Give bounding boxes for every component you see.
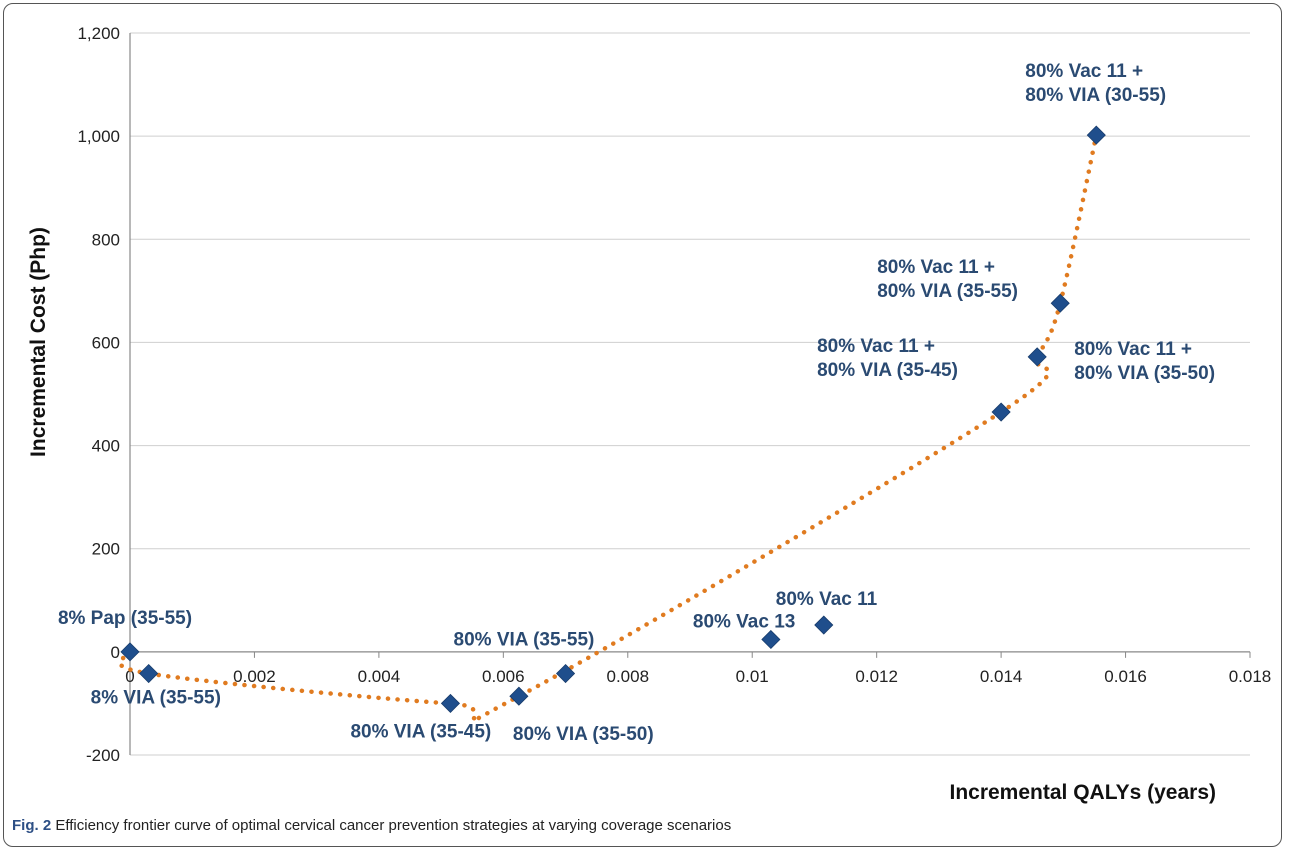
y-tick-label: 200: [92, 540, 120, 559]
data-point-marker: [509, 686, 529, 706]
y-tick-label: 600: [92, 333, 120, 352]
x-tick-label: 0.016: [1104, 667, 1147, 686]
axes: [129, 33, 1251, 755]
x-tick-label: 0.008: [607, 667, 650, 686]
data-markers: [120, 125, 1106, 713]
data-point-marker: [1027, 347, 1047, 367]
x-tick-label: 0.012: [855, 667, 898, 686]
efficiency-frontier-curve: [117, 132, 1099, 724]
data-point-marker: [991, 402, 1011, 422]
point-label: 80% Vac 11 +80% VIA (35-55): [877, 257, 1018, 302]
y-tick-label: -200: [86, 746, 120, 765]
point-label: 80% VIA (35-45): [350, 721, 491, 742]
y-tick-label: 1,000: [77, 127, 120, 146]
data-point-marker: [814, 615, 834, 635]
point-label: 80% Vac 11 +80% VIA (35-45): [817, 336, 958, 381]
x-axis-title: Incremental QALYs (years): [949, 781, 1216, 804]
y-tick-label: 400: [92, 437, 120, 456]
point-label: 80% Vac 11 +80% VIA (35-50): [1074, 339, 1215, 384]
data-point-marker: [1086, 125, 1106, 145]
figure-label: Fig. 2: [12, 817, 52, 834]
figure-frame: [3, 3, 1282, 847]
y-axis-title: Incremental Cost (Php): [27, 227, 50, 457]
x-tick-label: 0.018: [1229, 667, 1272, 686]
y-tick-labels: -200 0 200 400 600 800 1,000 1,200: [77, 24, 120, 765]
data-point-marker: [1050, 293, 1070, 313]
y-tick-label: 800: [92, 230, 120, 249]
point-label: 80% Vac 13: [693, 611, 795, 632]
data-point-marker: [440, 693, 461, 713]
gridlines: [130, 32, 1250, 756]
data-point-marker: [555, 663, 576, 684]
x-tick-label: 0: [125, 667, 134, 686]
point-labels: 8% Pap (35-55) 8% VIA (35-55) 80% VIA (35-…: [58, 61, 1215, 745]
point-label: 8% Pap (35-55): [58, 608, 192, 629]
point-label: 80% VIA (35-55): [454, 630, 595, 651]
data-point-marker: [139, 663, 159, 684]
data-point-marker: [120, 642, 140, 662]
x-tick-label: 0.01: [736, 667, 769, 686]
point-label: 80% Vac 11: [776, 589, 878, 610]
caption-text: Efficiency frontier curve of optimal cer…: [55, 817, 732, 834]
figure-caption: Fig. 2 Efficiency frontier curve of opti…: [12, 817, 731, 834]
y-tick-label: 1,200: [77, 24, 120, 43]
y-tick-label: 0: [111, 643, 120, 662]
x-tick-label: 0.004: [358, 667, 401, 686]
point-label: 80% VIA (35-50): [513, 724, 654, 745]
point-label: 8% VIA (35-55): [91, 688, 221, 709]
x-tick-label: 0.002: [233, 667, 276, 686]
x-tick-label: 0.006: [482, 667, 525, 686]
data-point-marker: [761, 629, 781, 650]
x-tick-label: 0.014: [980, 667, 1023, 686]
point-label: 80% Vac 11 +80% VIA (30-55): [1025, 61, 1166, 106]
x-tick-labels: 0 0.002 0.004 0.006 0.008 0.01 0.012 0.014 0.016…: [125, 667, 1271, 686]
